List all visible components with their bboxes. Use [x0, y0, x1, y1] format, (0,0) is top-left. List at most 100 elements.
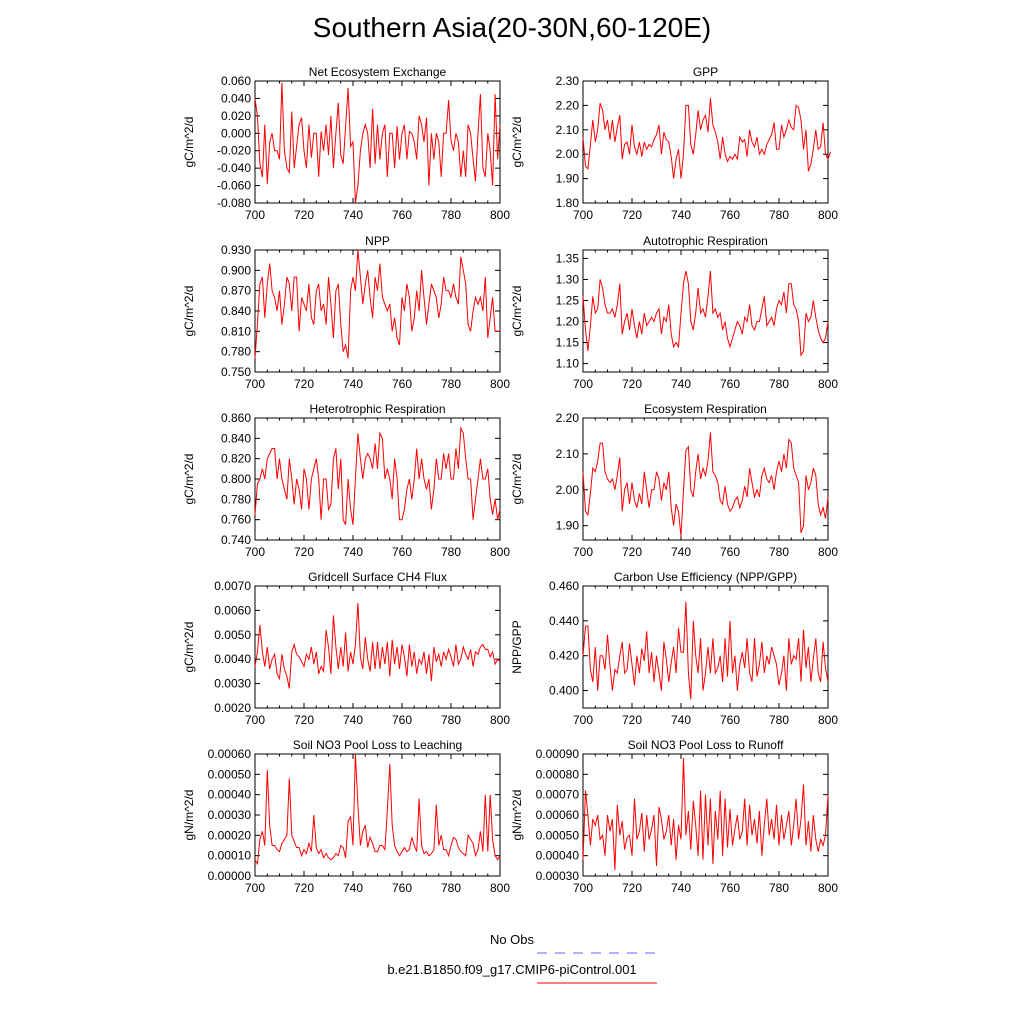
- series-line: [582, 432, 829, 537]
- y-tick-label: 0.840: [221, 304, 251, 318]
- y-tick-label: 1.20: [556, 315, 580, 329]
- y-tick-label: 1.80: [556, 196, 580, 210]
- x-tick-label: 740: [671, 208, 691, 222]
- y-axis-label: gC/m^2/d: [182, 117, 196, 168]
- panel-net-ecosystem-exchange: Net Ecosystem Exchange 700 720 740 760 780 800…: [182, 65, 510, 222]
- y-tick-label: 0.420: [549, 649, 579, 663]
- y-tick-label: 0.780: [221, 492, 251, 506]
- y-tick-label: 2.10: [556, 123, 580, 137]
- x-tick-label: 740: [343, 208, 363, 222]
- x-tick-label: 700: [573, 545, 593, 559]
- y-tick-label: 0.00000: [208, 869, 252, 883]
- plot-frame: [582, 417, 829, 541]
- y-axis-label: gC/m^2/d: [182, 622, 196, 673]
- panel-heterotrophic-respiration: Heterotrophic Respiration 700 720 740 760 780…: [182, 402, 510, 559]
- y-tick-label: 0.00050: [208, 767, 252, 781]
- y-tick-label: 2.20: [556, 411, 580, 425]
- x-tick-label: 740: [671, 545, 691, 559]
- x-tick-label: 720: [622, 377, 642, 391]
- y-tick-label: 0.750: [221, 365, 251, 379]
- y-tick-label: 0.00010: [208, 849, 252, 863]
- y-tick-label: 0.0020: [214, 701, 251, 715]
- x-tick-label: 780: [441, 377, 461, 391]
- x-tick-label: 800: [818, 713, 838, 727]
- x-tick-label: 700: [245, 545, 265, 559]
- x-tick-label: 740: [343, 713, 363, 727]
- y-tick-label: 0.740: [221, 533, 251, 547]
- panel-title: Heterotrophic Respiration: [309, 402, 445, 416]
- y-tick-label: 2.30: [556, 74, 580, 88]
- y-tick-label: -0.060: [217, 179, 251, 193]
- x-tick-label: 740: [343, 545, 363, 559]
- y-tick-label: 0.040: [221, 91, 251, 105]
- panel-gridcell-surface-ch4-flux: Gridcell Surface CH4 Flux 700 720 740 760 780…: [182, 570, 510, 727]
- x-tick-label: 760: [720, 545, 740, 559]
- x-tick-label: 760: [392, 208, 412, 222]
- y-tick-label: 0.0040: [214, 652, 251, 666]
- series-line: [254, 82, 501, 204]
- x-tick-label: 800: [818, 881, 838, 895]
- plot-frame: [582, 80, 829, 204]
- legend-model-label: b.e21.B1850.f09_g17.CMIP6-piControl.001: [387, 962, 637, 977]
- x-tick-label: 780: [769, 208, 789, 222]
- x-tick-label: 760: [720, 881, 740, 895]
- x-tick-label: 800: [818, 545, 838, 559]
- panel-title: Net Ecosystem Exchange: [309, 65, 447, 79]
- y-tick-label: 0.930: [221, 243, 251, 257]
- x-tick-label: 740: [343, 881, 363, 895]
- x-tick-label: 800: [490, 545, 510, 559]
- y-tick-label: 1.25: [556, 293, 580, 307]
- panel-gpp: GPP 700 720 740 760 780 800 1.80 1.90 2.00 2.10 2.2…: [510, 65, 838, 222]
- x-tick-label: 760: [392, 545, 412, 559]
- x-tick-label: 700: [573, 713, 593, 727]
- x-tick-label: 700: [245, 713, 265, 727]
- y-tick-label: 0.820: [221, 452, 251, 466]
- x-tick-label: 800: [490, 881, 510, 895]
- x-tick-label: 720: [294, 208, 314, 222]
- x-tick-label: 760: [720, 377, 740, 391]
- y-tick-label: 0.840: [221, 431, 251, 445]
- y-axis-label: gN/m^2/d: [182, 790, 196, 841]
- y-tick-label: 0.760: [221, 513, 251, 527]
- series-line: [254, 753, 501, 866]
- panel-title: GPP: [693, 65, 718, 79]
- series-line: [582, 601, 829, 700]
- y-tick-label: 0.000: [221, 126, 251, 140]
- panel-title: Ecosystem Respiration: [644, 402, 767, 416]
- page-title: Southern Asia(20-30N,60-120E): [312, 12, 712, 43]
- y-tick-label: 0.0050: [214, 628, 251, 642]
- x-tick-label: 720: [622, 713, 642, 727]
- x-tick-label: 780: [441, 881, 461, 895]
- legend-obs-label: No Obs: [489, 932, 535, 947]
- y-tick-label: 1.90: [556, 519, 580, 533]
- x-tick-label: 780: [769, 713, 789, 727]
- x-tick-label: 800: [490, 377, 510, 391]
- y-axis-label: gC/m^2/d: [182, 454, 196, 505]
- panel-title: NPP: [365, 234, 390, 248]
- y-tick-label: 0.400: [549, 684, 579, 698]
- x-tick-label: 780: [441, 545, 461, 559]
- y-tick-label: 1.90: [556, 172, 580, 186]
- y-tick-label: -0.040: [217, 161, 251, 175]
- y-tick-label: -0.080: [217, 196, 251, 210]
- x-tick-label: 760: [392, 713, 412, 727]
- panel-carbon-use-efficiency-npp-gpp: Carbon Use Efficiency (NPP/GPP) 700 720 740…: [510, 570, 838, 727]
- y-tick-label: 1.10: [556, 357, 580, 371]
- x-tick-label: 740: [671, 881, 691, 895]
- y-tick-label: 0.860: [221, 411, 251, 425]
- panel-title: Soil NO3 Pool Loss to Leaching: [293, 738, 462, 752]
- y-tick-label: 0.00050: [536, 828, 580, 842]
- x-tick-label: 780: [769, 377, 789, 391]
- y-tick-label: 0.00020: [208, 828, 252, 842]
- panel-npp: NPP 700 720 740 760 780 800 0.750 0.780 0.810 0.84…: [182, 234, 510, 391]
- x-tick-label: 760: [720, 713, 740, 727]
- y-tick-label: 0.00070: [536, 788, 580, 802]
- panel-ecosystem-respiration: Ecosystem Respiration 700 720 740 760 780 800 1…: [510, 402, 838, 559]
- x-tick-label: 760: [392, 881, 412, 895]
- x-tick-label: 780: [769, 545, 789, 559]
- y-tick-label: 0.810: [221, 324, 251, 338]
- x-tick-label: 720: [294, 881, 314, 895]
- x-tick-label: 700: [245, 377, 265, 391]
- series-line: [254, 249, 500, 359]
